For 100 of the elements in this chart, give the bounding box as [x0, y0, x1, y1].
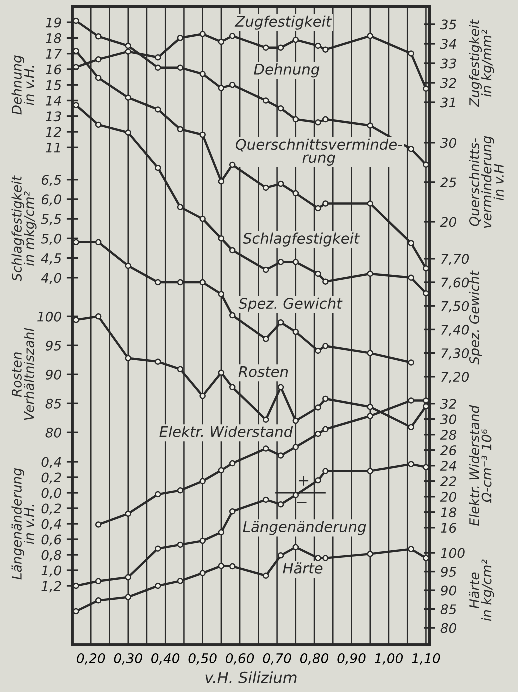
point	[322, 116, 329, 123]
point	[229, 82, 236, 88]
point	[125, 355, 132, 362]
point	[315, 430, 322, 438]
point	[95, 598, 102, 604]
y2-tick-label: 80	[440, 623, 456, 634]
point	[218, 38, 225, 46]
y-axis-title: Längenänderung in v.H.	[12, 468, 34, 580]
point	[262, 266, 270, 274]
point	[278, 44, 284, 52]
point	[367, 33, 374, 40]
point	[367, 122, 374, 129]
annotation: +	[298, 476, 309, 486]
annotation: −	[297, 502, 307, 504]
point	[423, 464, 430, 471]
series-label: Querschnittsverminde- rung	[236, 138, 402, 166]
point	[155, 358, 162, 366]
point	[155, 582, 162, 590]
y2-tick-label: 7,70	[442, 254, 470, 266]
y-tick-label: 5,5	[41, 214, 62, 226]
point	[200, 216, 206, 222]
point	[125, 262, 132, 270]
x-tick-label: 0,80	[300, 654, 329, 665]
y2-tick-label: 26	[440, 446, 457, 456]
x-tick-label: 0,50	[188, 654, 217, 665]
point	[322, 278, 329, 285]
point	[262, 336, 270, 342]
point	[278, 452, 284, 459]
point	[73, 102, 80, 108]
point	[177, 64, 184, 72]
y-tick-label: 0,0	[42, 488, 62, 500]
point	[322, 343, 329, 350]
point	[177, 366, 184, 373]
x-tick-label: 1,00	[374, 654, 404, 665]
point	[322, 555, 329, 562]
point	[155, 164, 162, 172]
y-tick-label: 6,0	[42, 194, 62, 206]
point	[262, 44, 270, 52]
y2-tick-label: 33	[440, 58, 456, 69]
point	[125, 42, 132, 50]
point	[292, 259, 300, 266]
series-label: Härte	[283, 562, 323, 574]
point	[408, 274, 414, 282]
series-label: Dehnung	[254, 64, 320, 78]
point	[367, 200, 374, 207]
point	[262, 496, 270, 504]
point	[315, 555, 322, 562]
point	[95, 522, 102, 528]
point	[177, 488, 184, 494]
x-tick-label: 0,60	[226, 654, 254, 665]
point	[423, 290, 430, 297]
point	[229, 162, 236, 168]
point	[73, 608, 80, 615]
y-tick-label: 19	[46, 18, 62, 28]
point	[218, 563, 225, 570]
point	[408, 146, 414, 152]
y2-tick-label: 18	[441, 508, 457, 518]
y-tick-label: 85	[46, 398, 62, 409]
point	[218, 85, 225, 92]
point	[177, 126, 184, 133]
point	[278, 320, 284, 326]
point	[155, 491, 162, 498]
point	[278, 180, 284, 188]
y2-tick-label: 90	[440, 586, 456, 596]
point	[177, 204, 184, 210]
point	[423, 403, 430, 410]
point	[155, 64, 162, 72]
y2-tick-label: 7,40	[442, 324, 470, 336]
point	[125, 94, 132, 101]
point	[229, 460, 236, 467]
y-tick-label: 14	[46, 96, 62, 106]
y-axis-title: Rosten Verhältniszahl	[12, 328, 34, 420]
point	[315, 270, 322, 278]
y2-tick-label: 100	[441, 548, 465, 558]
point	[322, 396, 329, 402]
y-tick-label: 12	[46, 127, 62, 138]
point	[278, 259, 284, 266]
x-tick-label: 0,20	[77, 654, 106, 665]
point	[200, 478, 206, 484]
point	[292, 444, 300, 450]
x-axis-title: v.H. Silizium	[206, 672, 297, 684]
y-tick-label: 0,6	[42, 534, 62, 546]
point	[367, 404, 374, 410]
point	[200, 31, 206, 38]
point	[262, 184, 270, 192]
point	[95, 578, 102, 584]
point	[292, 492, 300, 498]
point	[292, 328, 300, 336]
y-tick-label: 1,2	[42, 581, 62, 593]
series-label: Längenänderung	[243, 521, 366, 536]
y2-tick-label: 31	[440, 98, 456, 108]
point	[73, 18, 80, 24]
point	[200, 570, 206, 576]
series-label: Spez. Gewicht	[238, 298, 343, 312]
point	[200, 279, 206, 286]
point	[218, 370, 225, 376]
point	[367, 468, 374, 474]
x-tick-label: 0,70	[263, 654, 292, 665]
point	[367, 551, 374, 558]
point	[95, 56, 102, 63]
